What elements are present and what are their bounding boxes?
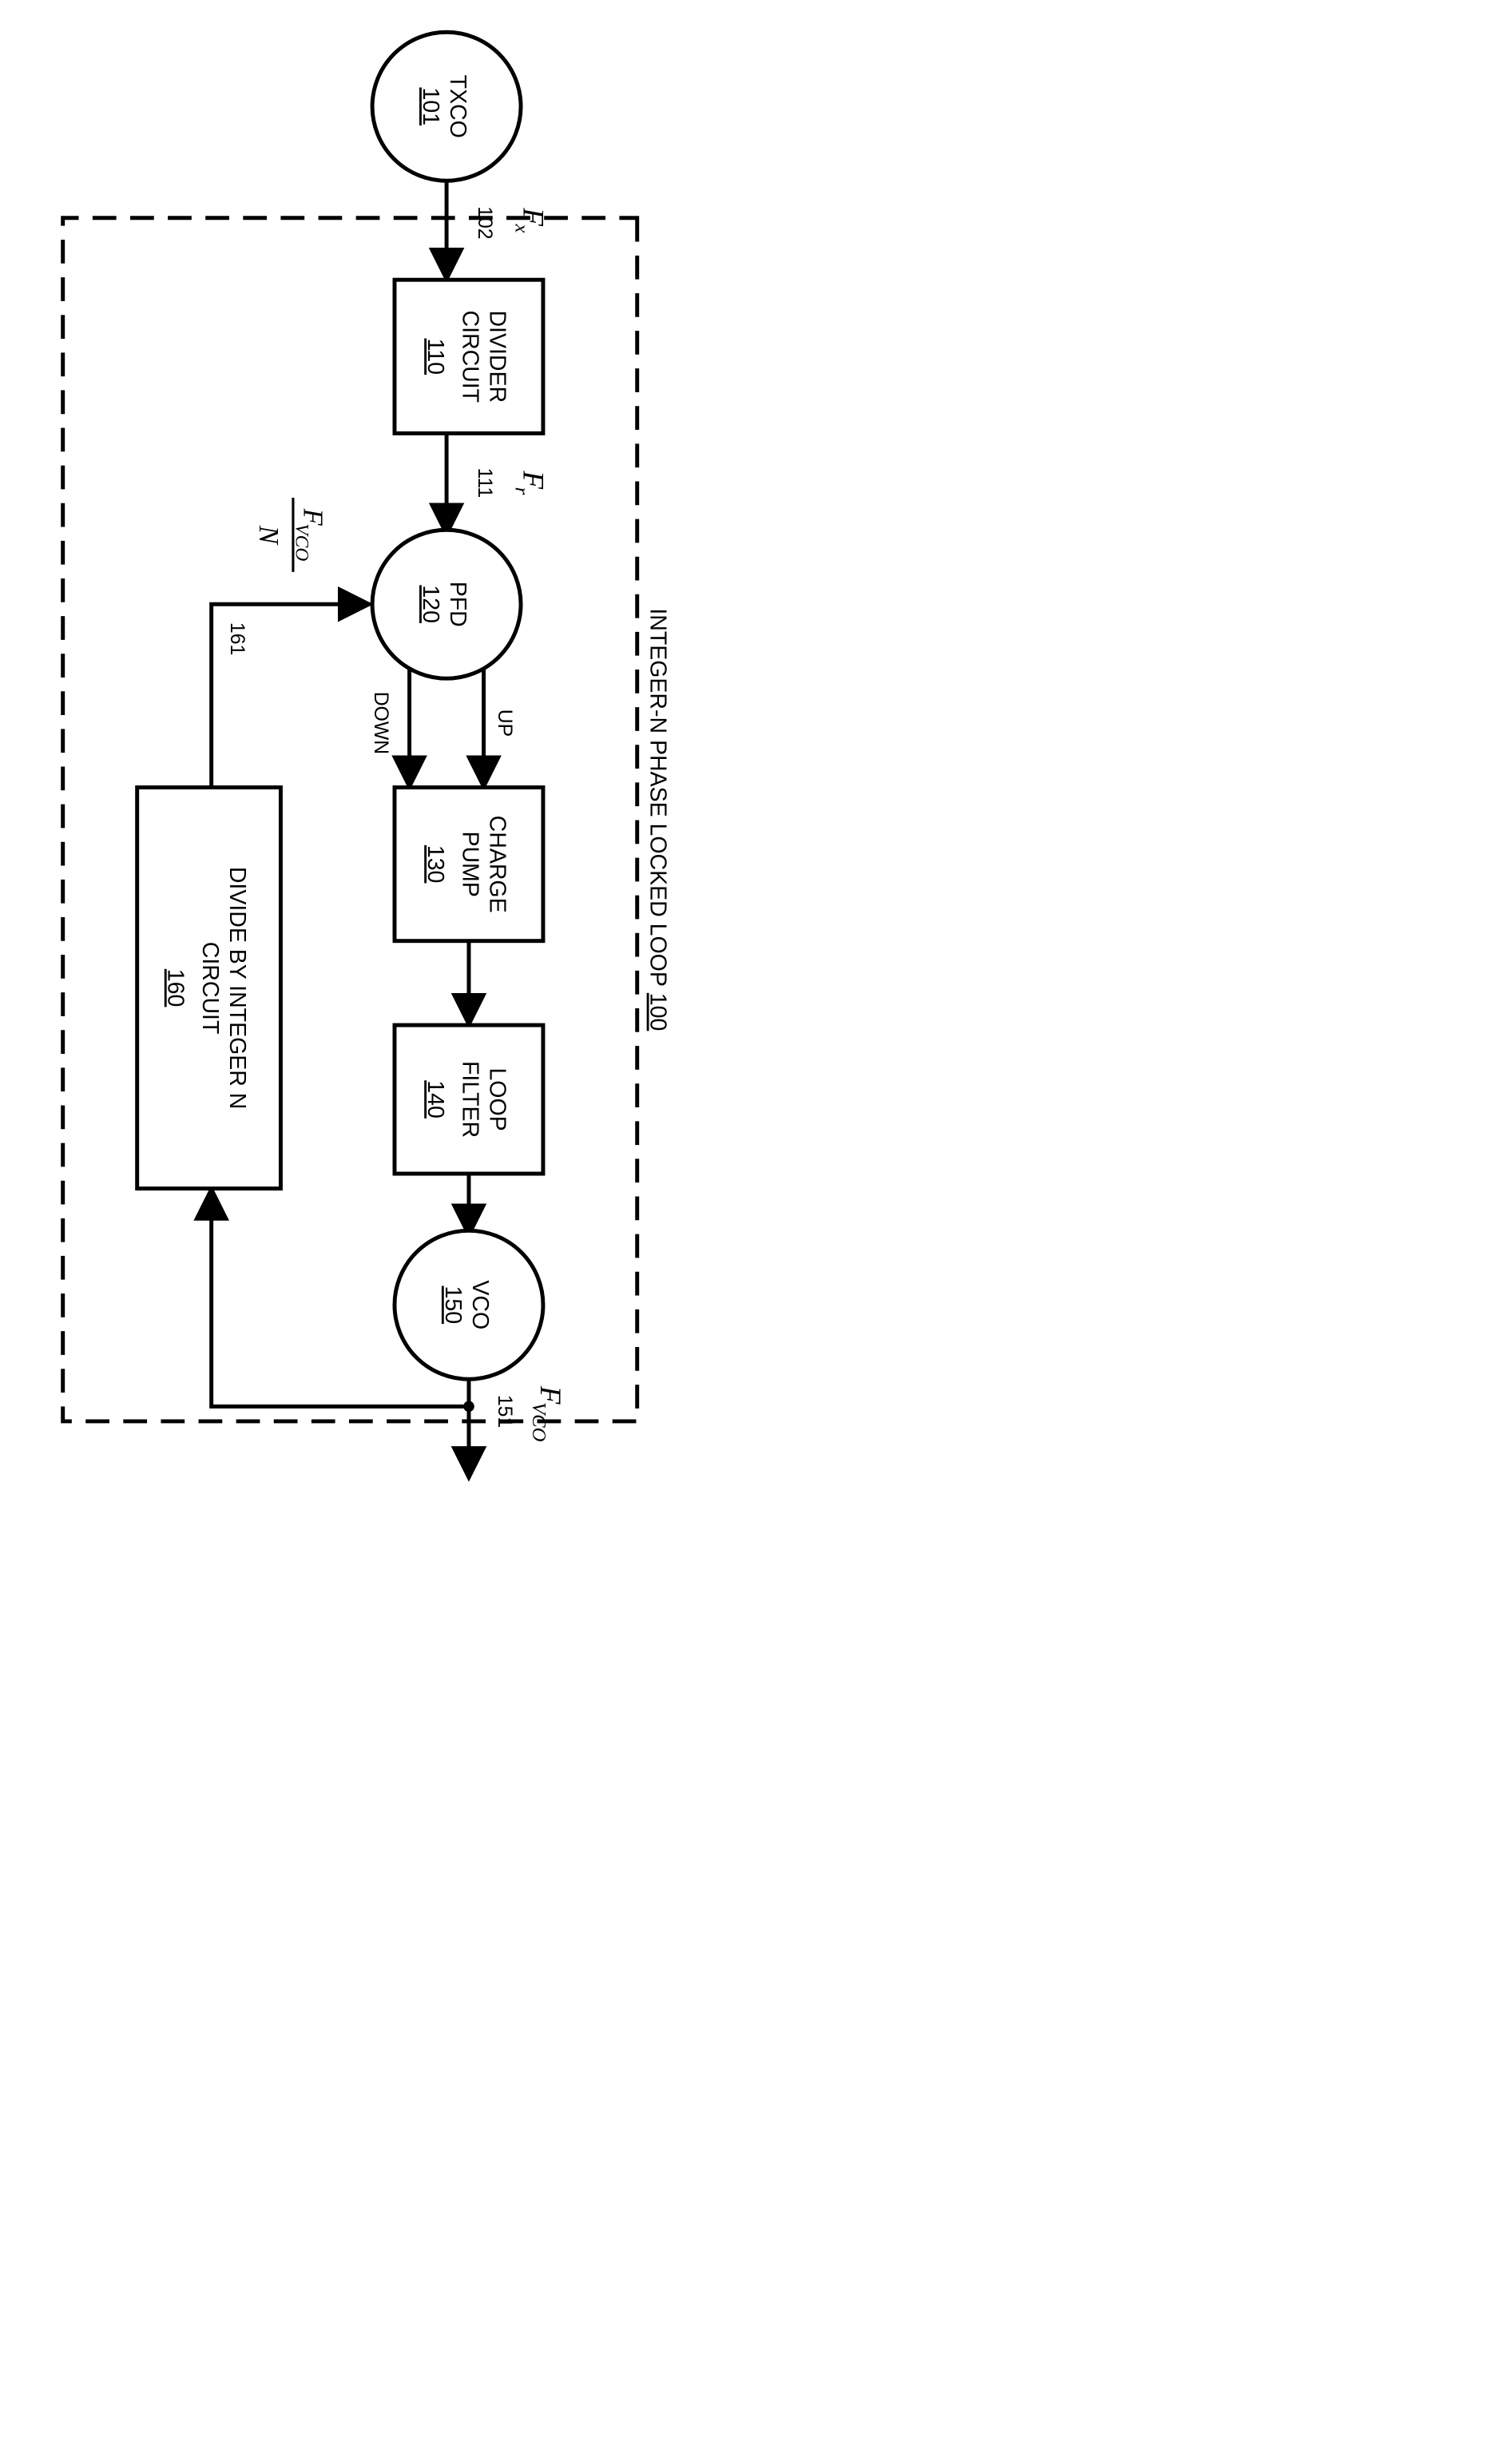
fvco-label: FVCO [528,1385,567,1442]
divn-line2: CIRCUIT [197,942,223,1035]
title-ref: 100 [645,993,671,1031]
divider-block: DIVIDER CIRCUIT 110 [395,280,543,433]
svg-text:FVCO: FVCO [291,508,328,562]
txco-label: TXCO [445,75,470,138]
pfd-ref: 120 [418,585,443,623]
charge-pump-block: CHARGE PUMP 130 [395,788,543,941]
divider-line2: CIRCUIT [457,310,482,403]
txco-block: TXCO 101 [372,32,521,181]
divider-ref: 110 [423,339,448,375]
title-text: INTEGER-N PHASE LOCKED LOOP [645,608,671,987]
cp-ref: 130 [423,845,448,884]
fx-label: Fx [510,207,550,232]
txco-ref: 101 [418,87,443,125]
fx-ref: 102 [474,206,495,239]
fvco-ref: 151 [494,1395,515,1428]
divn-line1: DIVIDE BY INTEGER N [224,867,250,1110]
cp-line2: PUMP [457,831,482,896]
up-label: UP [494,709,515,737]
vco-label: VCO [467,1280,493,1329]
fr-label: Fr [510,470,550,495]
divider-line1: DIVIDER [485,310,510,403]
down-label: DOWN [370,692,391,754]
svg-text:N: N [253,525,284,546]
divn-ref: 160 [163,969,189,1007]
pfd-label: PFD [445,582,470,627]
diagram-title: INTEGER-N PHASE LOCKED LOOP 100 [645,608,671,1031]
fvcon-ref: 161 [226,622,248,655]
fr-ref: 111 [474,468,495,499]
vco-block: VCO 150 [395,1230,543,1379]
pfd-block: PFD 120 [372,530,521,678]
fvco-over-n-label: FVCO N [253,498,329,572]
divide-n-block: DIVIDE BY INTEGER N CIRCUIT 160 [137,788,281,1189]
cp-line1: CHARGE [485,816,510,913]
loop-filter-block: LOOP FILTER 140 [395,1025,543,1174]
lf-line1: LOOP [485,1067,510,1131]
lf-ref: 140 [423,1080,448,1119]
vco-ref: 150 [440,1286,466,1325]
lf-line2: FILTER [457,1061,482,1138]
